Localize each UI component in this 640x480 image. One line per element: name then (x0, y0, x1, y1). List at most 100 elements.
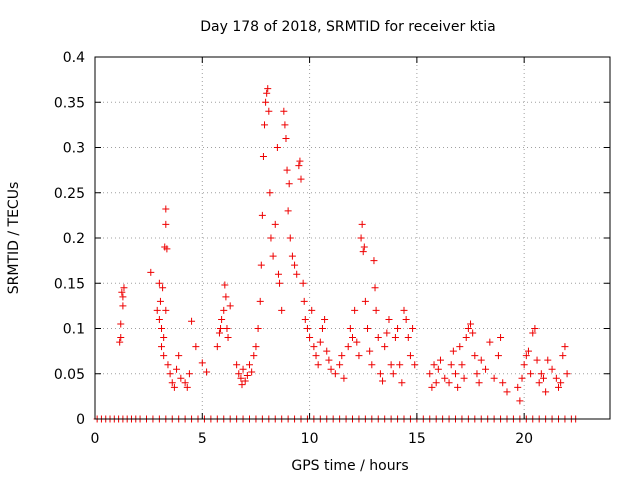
data-point (300, 297, 308, 305)
data-point (361, 297, 369, 305)
data-point (280, 107, 288, 115)
data-point (269, 252, 277, 260)
data-point (168, 379, 176, 387)
data-point (346, 325, 354, 332)
data-point (297, 175, 305, 183)
data-point (355, 352, 363, 360)
data-point (273, 144, 281, 151)
data-point (552, 374, 560, 382)
data-point (310, 343, 318, 351)
data-point (117, 320, 125, 328)
data-point (452, 370, 459, 378)
data-point (246, 361, 253, 369)
data-point (387, 361, 395, 369)
data-point (383, 329, 391, 337)
data-point (497, 334, 505, 342)
data-point (402, 315, 410, 323)
data-point (235, 370, 243, 378)
data-point (159, 284, 167, 292)
data-point (265, 107, 273, 115)
data-point (366, 347, 374, 355)
data-point (248, 368, 256, 376)
data-point (351, 306, 359, 314)
data-point (274, 270, 282, 278)
data-point (563, 370, 571, 378)
data-point (284, 207, 292, 215)
data-point (436, 356, 444, 364)
data-point (518, 374, 526, 382)
data-point (460, 374, 468, 382)
data-point (283, 166, 291, 174)
y-tick-label: 0.25 (54, 186, 85, 202)
y-tick-label: 0.3 (63, 141, 85, 157)
data-point (117, 334, 125, 342)
data-point (160, 352, 168, 360)
y-tick-label: 0.2 (63, 231, 85, 247)
data-point (285, 180, 293, 188)
data-point (374, 334, 382, 342)
y-tick-label: 0 (76, 412, 85, 428)
data-point (119, 302, 127, 310)
data-point (477, 356, 485, 364)
x-tick-label: 20 (515, 431, 533, 447)
data-point (499, 379, 507, 387)
data-point (456, 343, 464, 351)
data-point (434, 365, 442, 373)
data-point (522, 352, 530, 360)
data-point (368, 361, 376, 369)
x-tick-label: 0 (91, 431, 100, 447)
data-point (400, 306, 408, 314)
data-point (222, 293, 230, 301)
data-point (288, 252, 296, 260)
data-point (409, 325, 417, 332)
data-point (391, 334, 399, 342)
data-point (514, 383, 522, 391)
y-tick-label: 0.35 (54, 95, 85, 111)
data-point (296, 157, 304, 165)
data-point (533, 356, 541, 364)
data-point (243, 372, 251, 380)
data-point (385, 315, 393, 323)
data-point (158, 325, 166, 332)
data-point (233, 361, 241, 369)
data-point (293, 270, 301, 278)
data-point (192, 343, 200, 351)
data-point (185, 370, 193, 378)
data-point (308, 306, 316, 314)
y-tick-label: 0.05 (54, 367, 85, 383)
data-point (494, 352, 502, 360)
x-tick-label: 5 (198, 431, 207, 447)
data-point (535, 379, 543, 387)
data-point (372, 306, 380, 314)
data-point (527, 370, 535, 378)
data-point (183, 383, 191, 391)
data-point (223, 325, 231, 332)
data-point (295, 162, 303, 170)
data-point (177, 374, 185, 382)
data-point (467, 320, 475, 328)
data-point (364, 325, 372, 332)
y-axis-title: SRMTID / TECUs (6, 182, 22, 295)
data-point (323, 347, 331, 355)
data-point (316, 338, 324, 346)
data-point (217, 325, 225, 332)
data-point (379, 377, 387, 385)
data-point (119, 293, 127, 301)
data-point (276, 279, 284, 287)
data-point (542, 388, 550, 396)
plot-frame (94, 56, 611, 420)
data-point (215, 329, 223, 337)
y-tick-label: 0.4 (63, 50, 85, 66)
data-point (153, 306, 161, 314)
data-point (411, 361, 419, 369)
data-point (471, 352, 479, 360)
data-point (561, 343, 569, 351)
data-point (241, 377, 249, 385)
data-point (256, 297, 264, 305)
data-point (262, 98, 270, 106)
data-point (406, 352, 414, 360)
data-point (381, 343, 389, 351)
x-tick-label: 10 (301, 431, 319, 447)
data-point (447, 361, 455, 369)
